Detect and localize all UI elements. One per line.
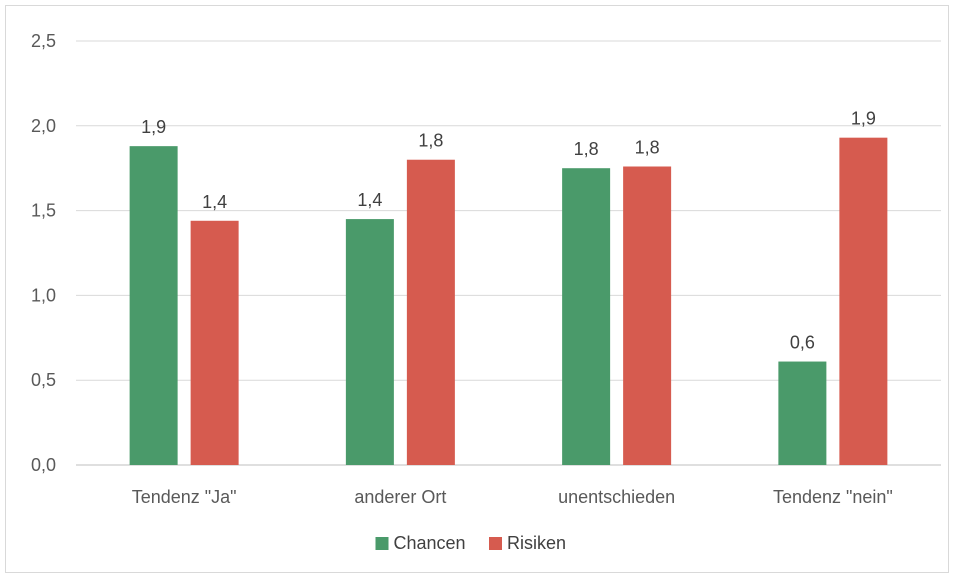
data-label: 1,8 xyxy=(635,138,660,158)
data-label: 1,9 xyxy=(851,109,876,129)
x-category-label: Tendenz "nein" xyxy=(773,487,893,507)
y-tick-label: 0,5 xyxy=(31,370,56,390)
data-label: 1,8 xyxy=(418,131,443,151)
data-label: 1,8 xyxy=(574,139,599,159)
x-category-label: unentschieden xyxy=(558,487,675,507)
bar-chart: 0,0 0,5 1,0 1,5 2,0 2,5 1,9 1,4 Tendenz "Ja" 1,4 1… xyxy=(31,31,941,553)
y-tick-label: 2,5 xyxy=(31,31,56,51)
bar-risiken xyxy=(623,166,672,465)
data-label: 0,6 xyxy=(790,333,815,353)
bar-risiken xyxy=(190,220,239,465)
bar-chancen xyxy=(778,361,827,465)
y-tick-label: 1,5 xyxy=(31,201,56,221)
legend-label-chancen: Chancen xyxy=(394,533,466,553)
chart-frame: 0,0 0,5 1,0 1,5 2,0 2,5 1,9 1,4 Tendenz "Ja" 1,4 1… xyxy=(5,5,949,573)
x-category-label: Tendenz "Ja" xyxy=(132,487,237,507)
data-label: 1,9 xyxy=(141,117,166,137)
bar-risiken xyxy=(839,137,888,465)
data-label: 1,4 xyxy=(202,192,227,212)
y-tick-label: 0,0 xyxy=(31,455,56,475)
y-tick-label: 2,0 xyxy=(31,116,56,136)
legend-swatch-risiken xyxy=(489,537,502,550)
bar-chancen xyxy=(562,168,611,465)
data-label: 1,4 xyxy=(357,190,382,210)
bar-chancen xyxy=(345,219,394,465)
y-tick-label: 1,0 xyxy=(31,285,56,305)
bar-risiken xyxy=(406,159,455,465)
x-category-label: anderer Ort xyxy=(354,487,446,507)
legend-swatch-chancen xyxy=(375,537,389,550)
legend-label-risiken: Risiken xyxy=(507,533,566,553)
bar-chancen xyxy=(129,146,178,466)
